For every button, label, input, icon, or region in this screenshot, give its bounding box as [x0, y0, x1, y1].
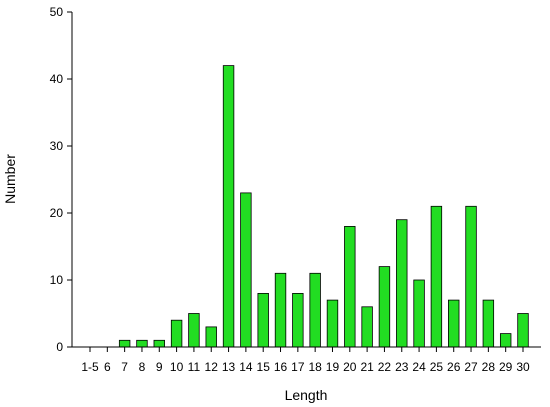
x-tick-label-7: 7: [121, 360, 128, 374]
bar-17: [292, 292, 304, 348]
bar-25: [430, 205, 443, 348]
bar-15: [257, 292, 269, 348]
x-tick-label-25: 25: [430, 360, 444, 374]
bar-16: [274, 272, 287, 348]
bars-layer: [118, 65, 529, 348]
x-tick-label-13: 13: [222, 360, 236, 374]
y-tick-label-50: 50: [50, 5, 64, 19]
x-tick-label-24: 24: [412, 360, 426, 374]
bar-12: [205, 326, 217, 348]
x-tick-label-29: 29: [499, 360, 513, 374]
x-tick-label-17: 17: [291, 360, 305, 374]
x-tick-label-30: 30: [516, 360, 530, 374]
y-tick-label-40: 40: [50, 72, 64, 86]
x-tick-label-14: 14: [239, 360, 253, 374]
bar-8: [136, 339, 148, 348]
axes-layer: [71, 12, 541, 348]
y-tick-label-30: 30: [50, 139, 64, 153]
x-axis-title: Length: [285, 387, 328, 403]
x-tick-label-15: 15: [257, 360, 271, 374]
x-tick-label-10: 10: [170, 360, 184, 374]
x-tick-label-26: 26: [447, 360, 461, 374]
x-tick-label-27: 27: [464, 360, 478, 374]
x-tick-label-21: 21: [360, 360, 374, 374]
x-tick-label-22: 22: [378, 360, 392, 374]
bar-26: [448, 299, 460, 348]
x-tick-label-9: 9: [156, 360, 163, 374]
x-tick-label-1-5: 1-5: [81, 360, 99, 374]
bar-22: [378, 266, 391, 348]
x-tick-label-20: 20: [343, 360, 357, 374]
x-ticks-layer: 1-5 6 7 8 9 10 11 12 13 14 15 16 17 18 19 20 21 22 23 24 25 2…: [81, 347, 530, 374]
bar-30: [517, 313, 529, 348]
bar-29: [499, 333, 512, 348]
x-tick-label-11: 11: [188, 360, 201, 374]
x-tick-label-23: 23: [395, 360, 409, 374]
x-tick-label-8: 8: [139, 360, 146, 374]
bar-23: [396, 219, 408, 348]
y-tick-label-10: 10: [50, 273, 64, 287]
bar-28: [482, 299, 495, 348]
bar-14: [240, 192, 252, 348]
bar-10: [170, 319, 183, 348]
y-axis-title: Number: [2, 154, 18, 204]
x-tick-label-28: 28: [482, 360, 496, 374]
x-tick-label-19: 19: [326, 360, 340, 374]
x-tick-label-6: 6: [104, 360, 111, 374]
y-ticks-layer: 0 10 20 30 40 50: [50, 5, 72, 354]
bar-19: [326, 299, 339, 348]
y-tick-label-20: 20: [50, 206, 64, 220]
bar-24: [413, 279, 425, 348]
bar-27: [465, 205, 477, 348]
bar-20: [344, 225, 356, 348]
x-tick-label-18: 18: [308, 360, 322, 374]
y-tick-label-0: 0: [56, 340, 63, 354]
bar-18: [309, 272, 321, 348]
bar-7: [118, 339, 131, 348]
bar-21: [361, 306, 373, 348]
bar-11: [188, 313, 200, 348]
x-tick-label-16: 16: [274, 360, 288, 374]
x-tick-label-12: 12: [205, 360, 219, 374]
bar-9: [153, 339, 165, 348]
bar-13: [222, 65, 235, 348]
